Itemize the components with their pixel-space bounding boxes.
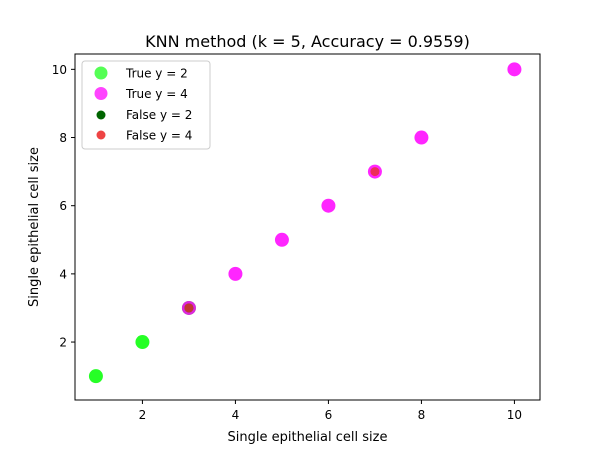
x-tick-label: 6: [325, 408, 333, 422]
legend-marker-true-y2: [94, 66, 108, 80]
y-axis-label: Single epithelial cell size: [27, 147, 42, 307]
y-tick-label: 10: [52, 63, 67, 77]
data-point-true-y-2-0: [88, 369, 103, 384]
x-tick-label: 8: [418, 408, 426, 422]
data-point-true-y-4-3: [321, 198, 336, 213]
x-tick-label: 4: [232, 408, 240, 422]
y-tick-label: 2: [59, 336, 67, 350]
y-tick-label: 6: [59, 199, 67, 213]
ticks-layer: 2 4 6 8 10 2 4 6 8 10: [52, 63, 522, 422]
legend-marker-true-y4: [94, 87, 108, 100]
legend-marker-false-y2: [96, 110, 106, 120]
plot-frame: [74, 53, 541, 401]
x-axis-label: Single epithelial cell size: [228, 430, 388, 445]
legend-box: [81, 60, 211, 150]
legend-label-true-y2: True y = 2: [125, 67, 188, 81]
data-point-true-y-4-1: [228, 266, 243, 281]
data-point-true-y-2-1: [135, 335, 150, 350]
data-point-false-y-4-1: [370, 167, 380, 177]
legend-label-false-y4: False y = 4: [126, 129, 192, 143]
x-tick-label: 10: [507, 408, 522, 422]
data-point-true-y-4-5: [414, 130, 429, 145]
data-point-false-y-4-0: [184, 303, 194, 313]
x-tick-label: 2: [139, 408, 147, 422]
y-tick-label: 4: [59, 267, 67, 281]
points-layer: [88, 62, 522, 384]
legend-marker-false-y4: [96, 130, 106, 140]
data-point-true-y-4-6: [507, 62, 522, 77]
data-point-true-y-4-2: [274, 232, 289, 247]
legend-label-true-y4: True y = 4: [125, 87, 188, 101]
chart-title: KNN method (k = 5, Accuracy = 0.9559): [145, 32, 470, 51]
legend: True y = 2 True y = 4 False y = 2 False …: [81, 60, 211, 150]
legend-label-false-y2: False y = 2: [126, 108, 192, 122]
y-tick-label: 8: [59, 131, 67, 145]
